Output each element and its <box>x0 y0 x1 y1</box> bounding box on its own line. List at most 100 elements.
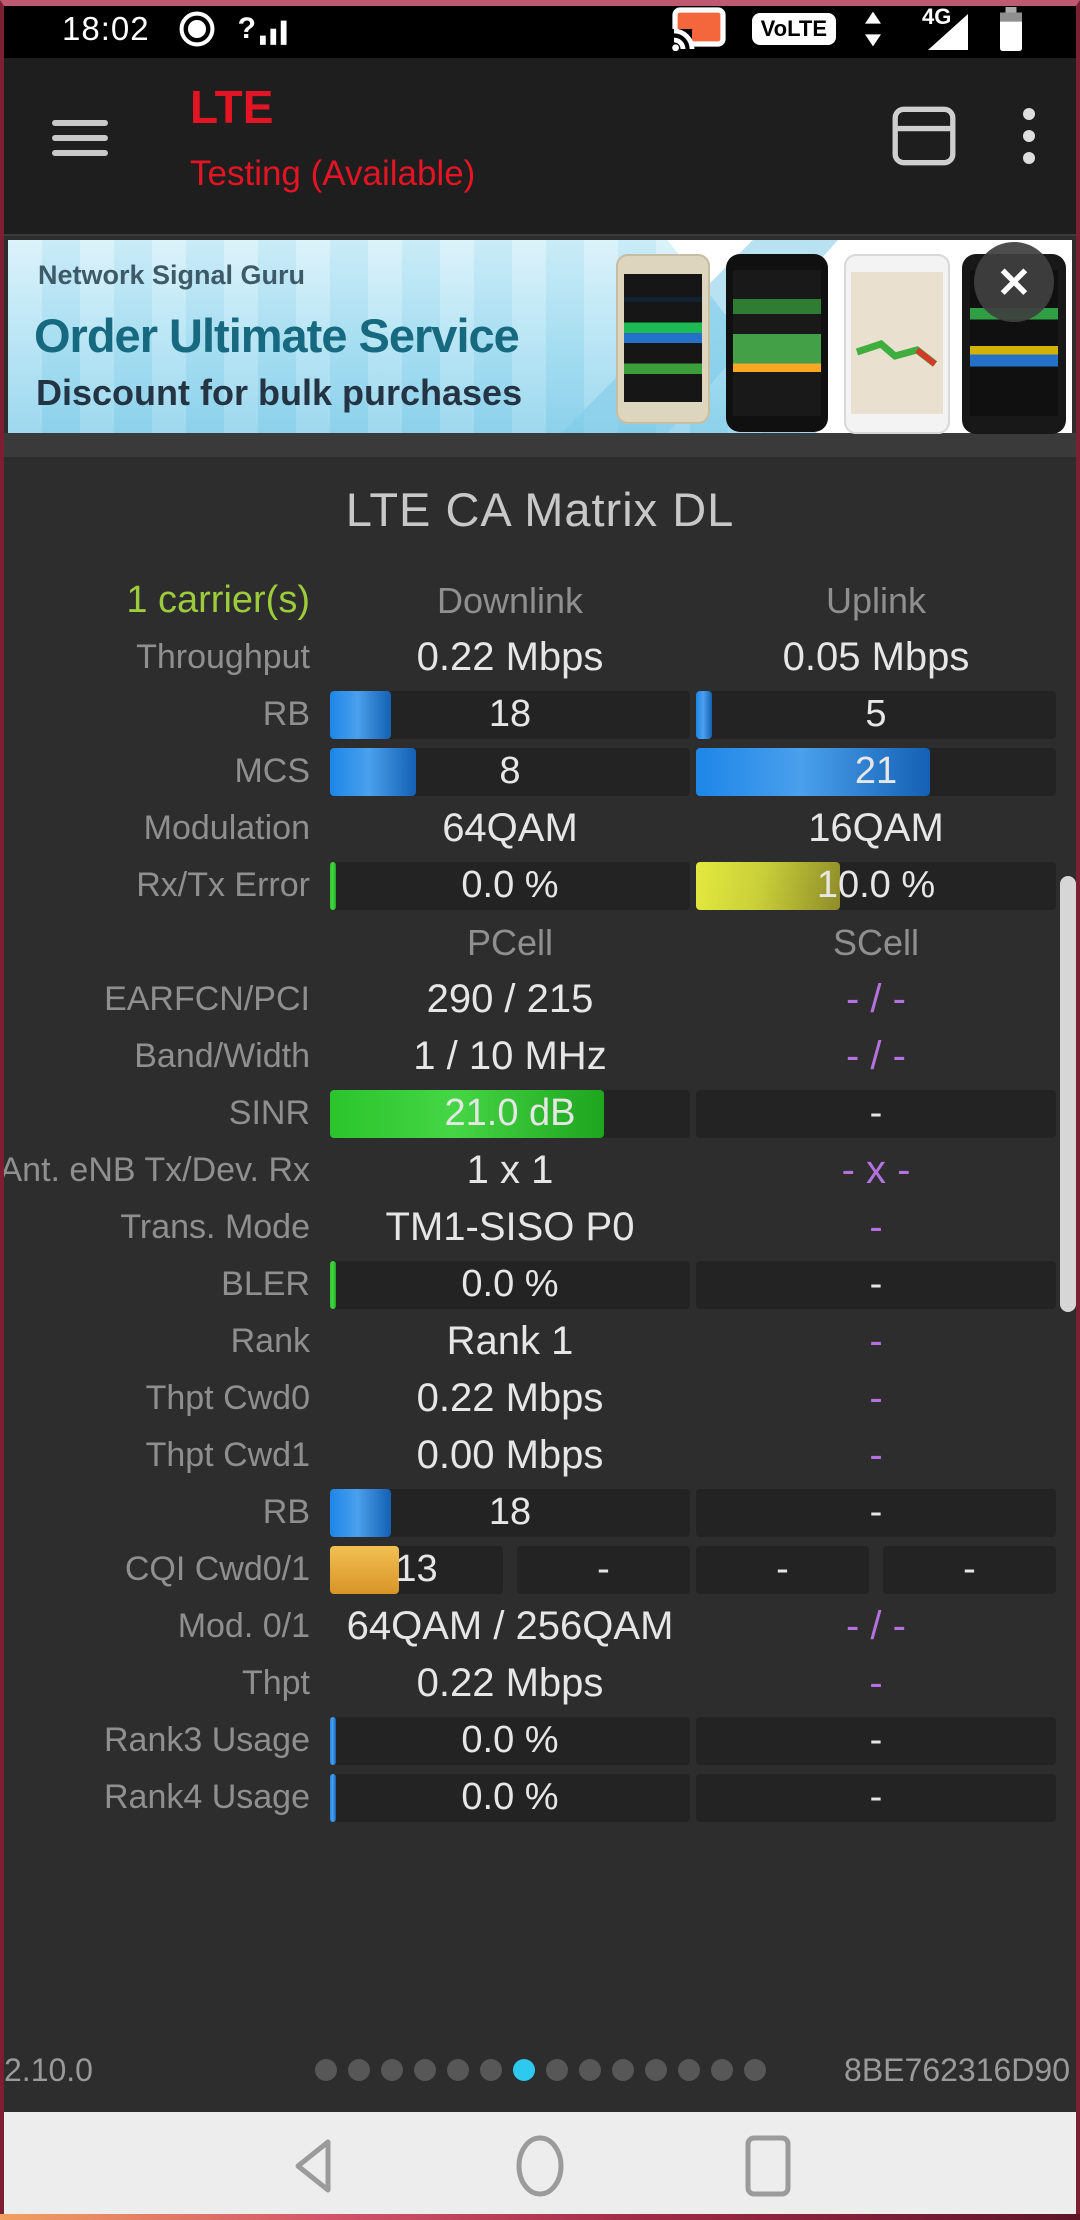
cell-value: - / - <box>846 1604 906 1648</box>
cell-downlink: Rank 1 <box>330 1318 690 1366</box>
cell-value: - <box>869 1433 883 1477</box>
page-dot[interactable] <box>413 2059 436 2081</box>
row-label: Mod. 0/1 <box>0 1607 310 1646</box>
screen-record-icon <box>179 11 215 47</box>
phone-screen-thumb <box>624 274 702 402</box>
scrollbar-handle[interactable] <box>1060 876 1076 1312</box>
table-row: Rank4 Usage 0.0 % - <box>0 1769 1080 1826</box>
nav-home-button[interactable] <box>509 2135 571 2197</box>
nav-back-button[interactable] <box>281 2135 343 2197</box>
cell-uplink: 10.0 % <box>696 861 1056 910</box>
banner-close-button[interactable]: ✕ <box>974 242 1054 322</box>
cell-uplink: - <box>696 1318 1056 1366</box>
page-dot[interactable] <box>743 2059 766 2081</box>
table-row: EARFCN/PCI 290 / 215 - / - <box>0 971 1080 1028</box>
banner-brand: Network Signal Guru <box>38 260 306 290</box>
row-label-text: Rank <box>230 1322 310 1360</box>
row-label: Thpt Cwd1 <box>0 1436 310 1475</box>
row-label-text: Thpt Cwd1 <box>145 1436 310 1474</box>
row-label: 1 carrier(s) <box>0 579 310 622</box>
page-dot[interactable] <box>347 2059 370 2081</box>
bar <box>696 861 840 910</box>
page-dot[interactable] <box>314 2059 337 2081</box>
cell-downlink: 290 / 215 <box>330 976 690 1024</box>
bar <box>330 690 392 739</box>
cell-downlink: 64QAM <box>330 805 690 853</box>
banner-phone-thumbnail <box>844 254 950 434</box>
bar-track <box>883 1545 1056 1594</box>
page-dot[interactable] <box>479 2059 502 2081</box>
row-label: Rx/Tx Error <box>0 866 310 905</box>
page-dot[interactable] <box>545 2059 568 2081</box>
overflow-menu-icon[interactable] <box>1022 106 1036 166</box>
cell-value: - <box>963 1548 976 1590</box>
cell-uplink: 0.05 Mbps <box>696 634 1056 682</box>
banner-phone-thumbnail <box>726 254 828 432</box>
sub-cell: - <box>883 1545 1056 1594</box>
row-label-text: SINR <box>228 1094 310 1132</box>
bar-track <box>330 1260 690 1309</box>
page-dot-active[interactable] <box>512 2059 535 2081</box>
menu-icon[interactable] <box>52 118 108 158</box>
row-label: Thpt <box>0 1664 310 1703</box>
cell-uplink: - <box>696 1089 1056 1138</box>
bar <box>696 747 930 796</box>
cell-uplink: 16QAM <box>696 805 1056 853</box>
home-icon <box>516 2135 564 2197</box>
page-title: LTE <box>190 81 274 133</box>
signal-triangle-icon <box>928 14 968 50</box>
cell-value: 64QAM <box>442 806 578 850</box>
cell-value: 1 / 10 MHz <box>413 1034 607 1078</box>
table-row: Throughput 0.22 Mbps 0.05 Mbps <box>0 629 1080 686</box>
cell-value: 18 <box>488 1491 532 1533</box>
page-dot[interactable] <box>644 2059 667 2081</box>
banner-phone-thumbnail <box>616 254 710 424</box>
cell-value: - <box>869 1319 883 1363</box>
row-label: Throughput <box>0 638 310 677</box>
table-row: PCell SCell <box>0 914 1080 971</box>
page-dot[interactable] <box>446 2059 469 2081</box>
page-dot[interactable] <box>710 2059 733 2081</box>
battery-icon <box>1000 7 1022 51</box>
page-dot[interactable] <box>578 2059 601 2081</box>
bar <box>330 1260 336 1309</box>
nav-recents-button[interactable] <box>737 2135 799 2197</box>
cell-downlink: 64QAM / 256QAM <box>330 1603 690 1651</box>
cell-value: - x - <box>841 1148 911 1192</box>
page-dot[interactable] <box>611 2059 634 2081</box>
row-label: Trans. Mode <box>0 1208 310 1247</box>
row-label-text: Trans. Mode <box>120 1208 310 1246</box>
app-version: 2.10.0 <box>4 2051 93 2088</box>
table-row: BLER 0.0 % - <box>0 1256 1080 1313</box>
row-label: Rank <box>0 1322 310 1361</box>
phone-screen-thumb <box>851 272 943 414</box>
row-label: BLER <box>0 1265 310 1304</box>
column-header: Downlink <box>436 579 584 621</box>
cell-uplink: - <box>696 1773 1056 1822</box>
cell-value: 10.0 % <box>816 864 936 906</box>
bar <box>330 1488 392 1537</box>
cell-value: 0.0 % <box>461 864 559 906</box>
cell-value: 0.22 Mbps <box>416 1661 604 1705</box>
freeze-window-icon[interactable] <box>892 106 956 166</box>
cell-downlink: 0.0 % <box>330 861 690 910</box>
sub-cell: 13 <box>330 1545 503 1594</box>
table-row: RB 18 - <box>0 1484 1080 1541</box>
row-label: Rank4 Usage <box>0 1778 310 1817</box>
cell-value: - <box>869 1376 883 1420</box>
ad-banner[interactable]: Network Signal Guru Order Ultimate Servi… <box>8 240 1072 434</box>
cell-uplink: - <box>696 1204 1056 1252</box>
bar-track <box>517 1545 690 1594</box>
cell-value: 21.0 dB <box>444 1092 576 1134</box>
page-dot[interactable] <box>677 2059 700 2081</box>
cell-uplink: - / - <box>696 1603 1056 1651</box>
page-dot[interactable] <box>380 2059 403 2081</box>
table-row: Trans. Mode TM1-SISO P0 - <box>0 1199 1080 1256</box>
cell-uplink: -- <box>696 1545 1056 1594</box>
cell-value: - <box>869 1776 883 1818</box>
table-row: CQI Cwd0/1 13- - - <box>0 1541 1080 1598</box>
row-label: RB <box>0 1493 310 1532</box>
page-dots <box>0 2059 1080 2081</box>
row-label: Rank3 Usage <box>0 1721 310 1760</box>
cell-downlink: 8 <box>330 747 690 796</box>
